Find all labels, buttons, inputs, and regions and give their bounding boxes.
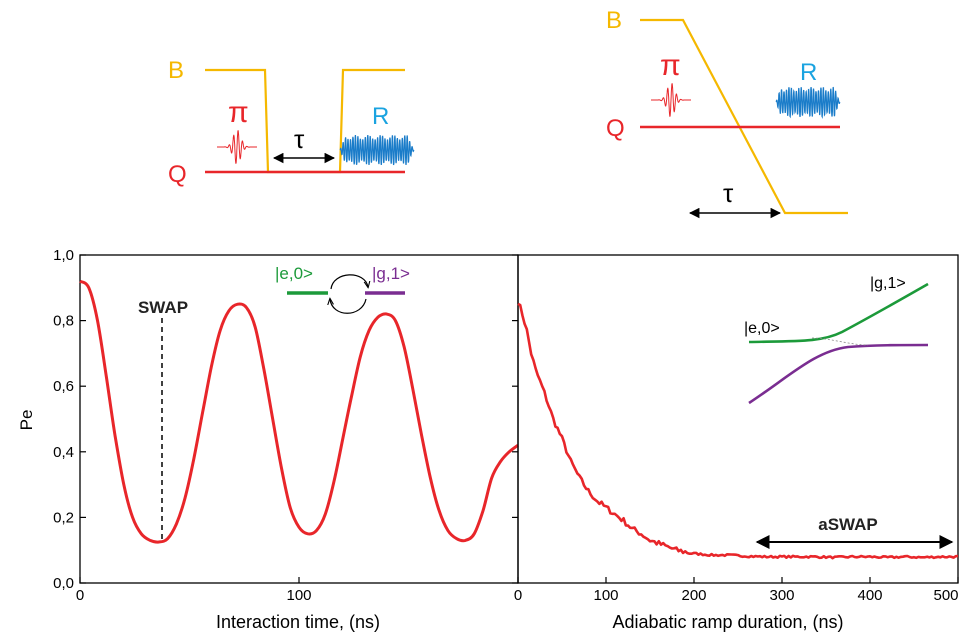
x-tick-label: 400: [857, 587, 882, 604]
schematic-adiabatic: B Q π R τ: [606, 7, 848, 219]
y-tick-label: 0,6: [53, 378, 74, 395]
plot-swap: 0,0 0,2 0,4 0,6 0,8 1,0 0 100 Pe Interaction t…: [17, 247, 519, 632]
y-tick-label: 0,2: [53, 509, 74, 526]
qubit-label: Q: [606, 115, 625, 142]
data-series-line: [79, 279, 519, 544]
qubit-label: Q: [168, 161, 187, 188]
swap-cycle-icon: [330, 299, 367, 314]
readout-pulse-icon: [339, 134, 415, 166]
flux-label: B: [606, 7, 622, 34]
x-tick-label: 200: [681, 587, 706, 604]
x-tick-label: 500: [933, 587, 958, 604]
flux-label: B: [168, 57, 184, 84]
y-tick-label: 0,0: [53, 575, 74, 592]
flux-ramp-line: [640, 18, 848, 215]
pi-pulse-icon: [651, 83, 691, 117]
state-e0-branch: [748, 343, 929, 405]
x-tick-label: 100: [593, 587, 618, 604]
inset-avoided-crossing: |g,1> |e,0>: [744, 275, 929, 405]
state-g1-label: |g,1>: [870, 275, 906, 292]
y-axis-label: Pe: [17, 410, 36, 431]
state-g1-label: |g,1>: [372, 264, 410, 283]
x-tick-label: 100: [286, 587, 311, 604]
tau-label: τ: [723, 178, 734, 208]
x-tick-label: 0: [76, 587, 84, 604]
state-e0-label: |e,0>: [275, 264, 313, 283]
x-axis-label: Interaction time, (ns): [216, 612, 380, 632]
x-axis-ticks: 0 100: [76, 577, 312, 604]
y-axis-ticks: 0,0 0,2 0,4 0,6 0,8 1,0: [53, 247, 518, 592]
y-tick-label: 0,8: [53, 313, 74, 330]
tau-label: τ: [294, 124, 305, 154]
y-tick-label: 0,4: [53, 444, 74, 461]
pi-pulse-label: π: [660, 49, 681, 82]
readout-label: R: [372, 103, 389, 130]
swap-cycle-icon: [330, 274, 368, 290]
plot-aswap: 0 100 200 300 400 500 Adiabatic ramp duration…: [514, 254, 959, 632]
y-tick-label: 1,0: [53, 247, 74, 264]
crossing-guide: [811, 337, 869, 346]
aswap-annotation: aSWAP: [818, 515, 878, 534]
swap-annotation: SWAP: [138, 298, 188, 317]
readout-label: R: [800, 59, 817, 86]
data-series-line: [517, 302, 959, 560]
x-axis-label: Adiabatic ramp duration, (ns): [612, 612, 843, 632]
schematic-sequential: B Q π R τ: [168, 57, 415, 188]
readout-pulse-icon: [775, 86, 841, 120]
pi-pulse-icon: [217, 130, 257, 164]
x-tick-label: 300: [769, 587, 794, 604]
inset-swap-diagram: |e,0> |g,1>: [275, 264, 410, 314]
state-e0-label: |e,0>: [744, 320, 780, 337]
plot-frame: [517, 254, 959, 584]
state-g1-branch: [748, 282, 929, 344]
pi-pulse-label: π: [228, 96, 249, 129]
x-axis-ticks: 0 100 200 300 400 500: [514, 577, 959, 604]
x-tick-label: 0: [514, 587, 522, 604]
